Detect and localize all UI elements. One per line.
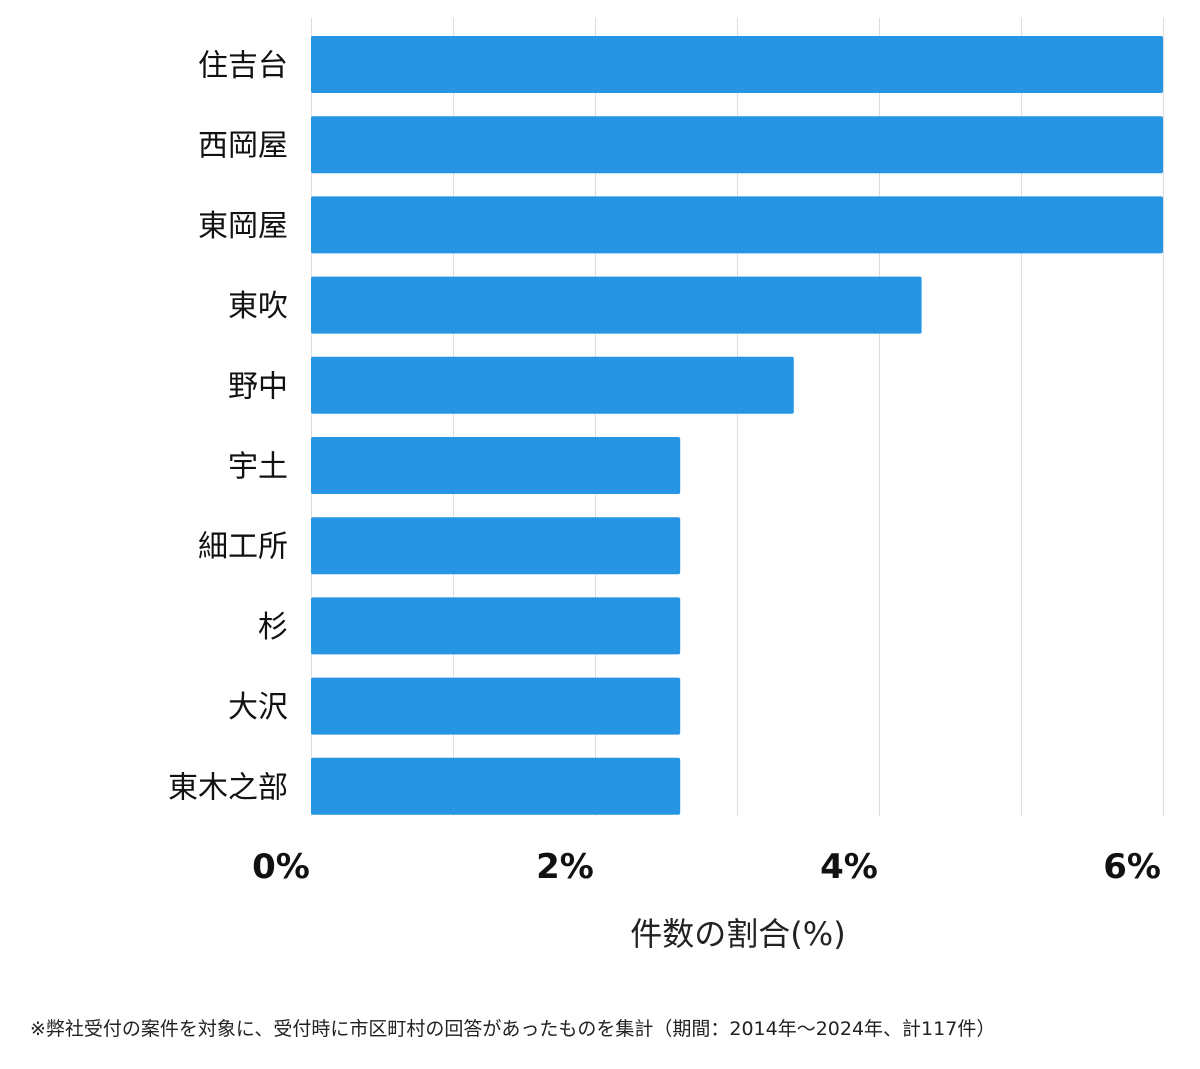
bar	[311, 757, 681, 815]
x-tick-label: 2%	[536, 847, 594, 887]
category-label: 杉	[258, 610, 288, 645]
category-label: 野中	[228, 369, 288, 404]
bar	[311, 517, 681, 575]
category-label: 細工所	[198, 530, 288, 565]
category-label: 東木之部	[168, 770, 288, 805]
category-label: 東吹	[228, 289, 288, 324]
x-tick-label: 4%	[820, 847, 878, 887]
x-axis-title: 件数の割合(%)	[630, 915, 845, 953]
bar	[311, 437, 681, 494]
category-label: 西岡屋	[198, 129, 288, 164]
bar	[311, 196, 1163, 254]
bar	[311, 597, 681, 655]
x-tick-labels: 0% 2% 4% 6%	[252, 847, 1161, 887]
category-label: 宇土	[228, 450, 288, 485]
bar	[311, 356, 794, 414]
footnote: ※弊社受付の案件を対象に、受付時に市区町村の回答があったものを集計（期間：201…	[30, 1018, 996, 1040]
category-label: 大沢	[228, 690, 288, 725]
category-label: 住吉台	[198, 49, 288, 84]
category-label: 東岡屋	[198, 209, 288, 244]
bar	[311, 36, 1163, 93]
x-tick-label: 6%	[1103, 847, 1161, 887]
bar	[311, 677, 681, 735]
bar	[311, 276, 922, 334]
x-tick-label: 0%	[252, 847, 310, 887]
bar	[311, 116, 1163, 174]
bars	[311, 36, 1163, 815]
